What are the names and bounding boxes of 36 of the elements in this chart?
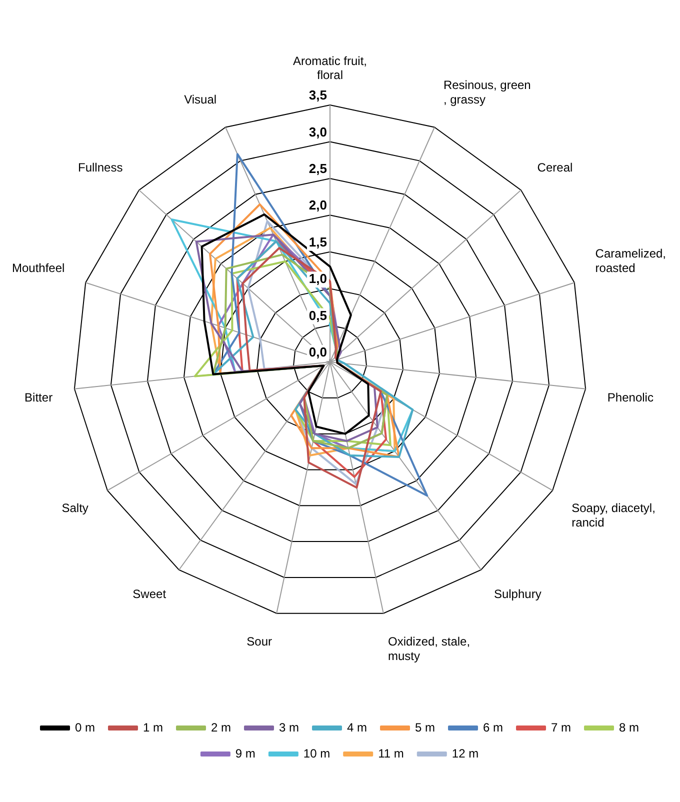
legend-label: 5 m xyxy=(415,720,436,734)
y-tick-label: 3,0 xyxy=(308,124,327,140)
legend-label: 4 m xyxy=(347,720,368,734)
spoke-label: Soapy, diacetyl, rancid xyxy=(572,500,656,530)
spoke-label: Sweet xyxy=(132,587,167,602)
spoke-label: Visual xyxy=(184,92,217,106)
spoke-label: Oxidized, stale, musty xyxy=(388,634,470,663)
legend-label: 11 m xyxy=(378,746,404,760)
spoke-label: Salty xyxy=(62,500,88,515)
legend-label: 12 m xyxy=(452,746,479,760)
spoke-label: Sour xyxy=(246,634,272,648)
spoke-label: Bitter xyxy=(24,390,53,405)
y-tick-label: 2,0 xyxy=(308,198,327,213)
spoke-label: Cereal xyxy=(537,160,573,174)
y-tick-label: 1,5 xyxy=(308,234,327,250)
y-tick-label: 2,5 xyxy=(308,161,327,176)
legend-label: 3 m xyxy=(278,720,300,734)
y-tick-label: 3,5 xyxy=(308,88,327,103)
legend-label: 0 m xyxy=(74,720,95,734)
spoke-label: Phenolic xyxy=(607,390,654,405)
legend-label: 10 m xyxy=(303,746,330,760)
legend-label: 8 m xyxy=(619,720,640,734)
legend-label: 6 m xyxy=(483,720,504,734)
y-tick-label: 0,0 xyxy=(308,344,327,360)
spoke-label: Caramelized, roasted xyxy=(595,246,666,275)
spoke-label: Fullness xyxy=(78,160,123,174)
y-tick-label: 0,5 xyxy=(308,308,327,323)
spoke-label: Mouthfeel xyxy=(12,260,65,275)
legend-label: 1 m xyxy=(142,720,163,734)
spoke-label: Aromatic fruit, floral xyxy=(292,54,368,82)
legend-label: 9 m xyxy=(235,746,256,760)
legend-label: 2 m xyxy=(210,720,232,734)
spoke-label: Sulphury xyxy=(494,587,542,602)
y-tick-label: 1,0 xyxy=(308,271,327,286)
spoke-label: Resinous, green , grassy xyxy=(443,78,531,106)
legend-label: 7 m xyxy=(551,720,572,734)
